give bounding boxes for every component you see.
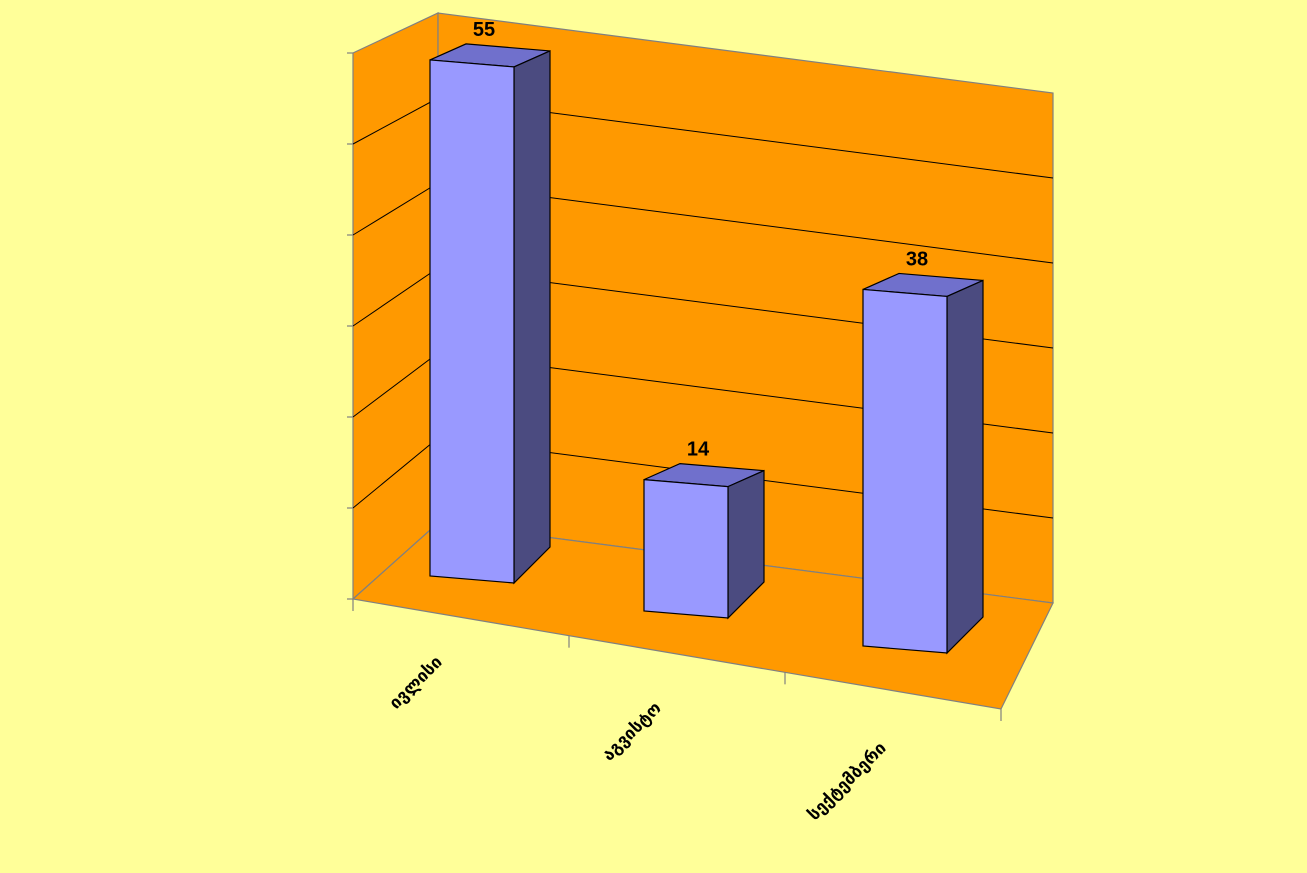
- data-label: 38: [906, 248, 928, 270]
- bar-front-face: [429, 59, 515, 584]
- bar-front-face: [862, 288, 948, 654]
- category-label: ივლისი: [386, 652, 447, 713]
- chart-area: 55 14 38 ივლისი აგვისტო სექტემბერი: [6, 6, 1302, 868]
- bar-chart-3d: 55 14 38 ივლისი აგვისტო სექტემბერი: [347, 12, 1054, 825]
- side-wall: [352, 12, 439, 601]
- data-label: 14: [687, 439, 710, 461]
- bar-3: [862, 272, 984, 655]
- bar-1: [429, 43, 551, 585]
- data-label: 55: [473, 19, 495, 41]
- category-label: სექტემბერი: [804, 738, 890, 824]
- bar-front-face: [643, 478, 729, 619]
- bar-side-face: [946, 279, 984, 655]
- bar-side-face: [513, 49, 551, 585]
- category-label: აგვისტო: [599, 698, 666, 765]
- bar-2: [643, 463, 765, 620]
